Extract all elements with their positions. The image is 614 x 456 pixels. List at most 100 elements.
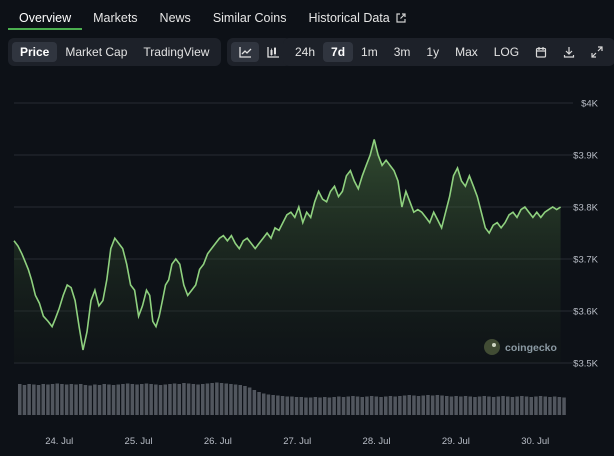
volume-bar: [224, 383, 228, 415]
volume-bar: [332, 397, 336, 415]
volume-bar: [520, 396, 524, 415]
x-tick-label: 29. Jul: [442, 436, 470, 447]
volume-bar: [102, 384, 106, 415]
volume-bar: [510, 397, 515, 415]
volume-bar: [351, 396, 355, 415]
expand-button[interactable]: [583, 42, 611, 62]
price-button[interactable]: Price: [12, 42, 58, 62]
price-area-fill: [14, 139, 561, 363]
tab-historical-data-label: Historical Data: [308, 10, 390, 25]
y-tick-label: $3.9K: [573, 151, 598, 162]
x-axis: 24. Jul 25. Jul 26. Jul 27. Jul 28. Jul 29. J…: [45, 436, 549, 447]
range-toggle: 24h 7d 1m 3m 1y Max LOG: [283, 38, 614, 66]
volume-bar: [323, 397, 327, 415]
tab-historical-data[interactable]: Historical Data: [297, 0, 416, 28]
volume-bar: [313, 397, 318, 415]
volume-bar: [83, 385, 88, 415]
tradingview-button[interactable]: TradingView: [143, 45, 210, 59]
calendar-icon: [535, 47, 547, 58]
coingecko-logo-icon: [484, 339, 500, 355]
volume-bar: [116, 384, 120, 415]
volume-bar: [238, 385, 242, 415]
volume-bar: [421, 395, 425, 415]
volume-bar: [18, 384, 22, 415]
volume-bar: [252, 390, 257, 415]
volume-bar: [562, 397, 566, 415]
volume-bar: [266, 394, 271, 415]
volume-bar: [384, 396, 388, 415]
volume-bar: [496, 396, 501, 415]
volume-bar: [304, 397, 308, 415]
volume-bar: [64, 384, 69, 415]
volume-bar: [111, 385, 116, 415]
tab-markets[interactable]: Markets: [93, 10, 138, 25]
range-max-button[interactable]: Max: [455, 45, 478, 59]
candlestick-button[interactable]: [259, 42, 287, 62]
volume-bar: [327, 397, 332, 415]
volume-bar: [524, 396, 529, 415]
volume-bar: [454, 396, 458, 415]
x-tick-label: 26. Jul: [204, 436, 232, 447]
volume-bar: [186, 383, 191, 415]
volume-bar: [257, 392, 261, 415]
volume-bar: [388, 396, 393, 415]
chart-toolbar: Price Market Cap TradingView: [8, 38, 292, 66]
volume-bar: [191, 384, 196, 415]
tab-overview[interactable]: Overview: [8, 0, 83, 30]
candlestick-icon: [267, 47, 279, 58]
volume-bar: [407, 395, 411, 415]
volume-bar: [557, 397, 562, 415]
tab-similar-coins[interactable]: Similar Coins: [212, 10, 287, 25]
volume-bar: [247, 387, 252, 415]
volume-bar: [121, 384, 125, 415]
volume-bar: [135, 384, 139, 415]
line-chart-icon: [239, 47, 252, 58]
volume-bar: [271, 395, 275, 415]
range-7d-button[interactable]: 7d: [323, 42, 354, 62]
line-chart-button[interactable]: [231, 42, 260, 62]
volume-bar: [290, 396, 294, 415]
volume-bar: [93, 384, 97, 415]
volume-bar: [229, 384, 233, 415]
download-button[interactable]: [555, 42, 583, 62]
volume-bar: [318, 397, 322, 415]
volume-bar: [346, 396, 350, 415]
volume-bar: [482, 396, 486, 415]
y-tick-label: $4K: [581, 99, 599, 110]
volume-bar: [459, 396, 463, 415]
volume-bar: [379, 397, 383, 415]
volume-bar: [299, 397, 303, 415]
volume-bar: [416, 396, 421, 415]
price-chart[interactable]: $3.5K $3.6K $3.7K $3.8K $3.9K $4K 24. Jul 25. …: [0, 80, 614, 456]
market-cap-button[interactable]: Market Cap: [65, 45, 128, 59]
volume-bar: [501, 396, 505, 415]
calendar-button[interactable]: [527, 42, 555, 62]
volume-bar: [337, 396, 341, 415]
y-tick-label: $3.8K: [573, 203, 598, 214]
volume-bar: [210, 383, 214, 415]
tab-news[interactable]: News: [159, 10, 191, 25]
volume-bar: [529, 397, 533, 415]
log-scale-button[interactable]: LOG: [493, 45, 520, 59]
range-24h-button[interactable]: 24h: [295, 45, 316, 59]
x-tick-label: 28. Jul: [363, 436, 391, 447]
volume-bar: [60, 384, 64, 415]
volume-bar: [41, 384, 45, 415]
volume-bar: [412, 395, 416, 415]
volume-bar: [74, 384, 78, 415]
volume-bar: [355, 396, 360, 415]
volume-bar: [262, 393, 266, 415]
x-tick-label: 27. Jul: [283, 436, 311, 447]
volume-bar: [552, 396, 557, 415]
y-tick-label: $3.7K: [573, 255, 598, 266]
range-1y-button[interactable]: 1y: [426, 45, 440, 59]
y-tick-label: $3.5K: [573, 359, 598, 370]
range-1m-button[interactable]: 1m: [361, 45, 378, 59]
download-icon: [563, 47, 575, 58]
volume-bar: [219, 383, 224, 415]
range-3m-button[interactable]: 3m: [393, 45, 411, 59]
y-axis: $3.5K $3.6K $3.7K $3.8K $3.9K $4K: [573, 99, 598, 370]
volume-bar: [426, 395, 430, 415]
volume-bar: [125, 383, 130, 415]
volume-bar: [163, 384, 167, 415]
